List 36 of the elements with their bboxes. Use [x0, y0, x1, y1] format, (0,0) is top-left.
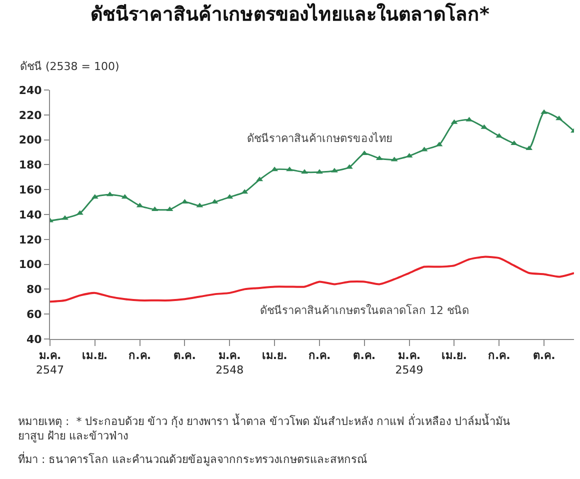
point: [556, 116, 562, 120]
point: [301, 169, 308, 174]
x-tick-label: ต.ค.: [353, 349, 376, 362]
series-label: ดัชนีราคาสินค้าเกษตรของไทย: [247, 132, 392, 145]
y-tick-label: 140: [18, 208, 42, 222]
y-tick-label: 80: [26, 283, 42, 296]
x-tick-label: เม.ย.: [262, 349, 288, 362]
y-tick-label: 220: [18, 108, 42, 122]
x-tick-label: ม.ค. 2547: [36, 349, 64, 376]
point: [286, 166, 293, 172]
x-tick-label: ก.ค.: [308, 349, 331, 362]
x-tick-label: เม.ย.: [442, 349, 467, 362]
y-axis-title: ดัชนี (2538 = 100): [20, 60, 120, 73]
y-tick-label: 40: [26, 332, 42, 346]
y-tick-label: 60: [26, 308, 42, 321]
point: [316, 169, 323, 174]
point: [331, 168, 338, 172]
x-tick-label: ต.ค.: [532, 349, 556, 362]
x-tick-label: เม.ย.: [82, 349, 108, 362]
x-tick-label: ม.ค. 2548: [216, 349, 244, 376]
y-tick-label: 200: [18, 134, 42, 147]
y-tick-label: 100: [18, 258, 42, 272]
y-tick-label: 240: [18, 84, 42, 97]
y-tick-label: 180: [18, 158, 42, 172]
text: ที่มา : ธนาคารโลก และคำนวณด้วยข้อมูลจากกระทรวงเกษตรและสหกรณ์: [18, 451, 368, 466]
x-tick-label: ต.ค.: [174, 349, 196, 362]
x-tick-label: ก.ค.: [488, 349, 510, 362]
y-tick-label: 160: [18, 183, 42, 196]
y-tick-label: 120: [18, 233, 42, 246]
x-tick-label: ก.ค.: [128, 349, 152, 362]
line-series: [50, 256, 574, 303]
chart-title: ดัชนีราคาสินค้าเกษตรของไทยและในตลาดโลก*: [90, 2, 490, 26]
x-tick-label: ม.ค. 2549: [395, 349, 424, 376]
series-label: ดัชนีราคาสินค้าเกษตรในตลาดโลก 12 ชนิด: [260, 303, 469, 317]
text: หมายเหตุ : * ประกอบด้วย ข้าว กุ้ง ยางพารา น้ำตาล ข้าวโพด มันสำปะหลัง กาแฟ ถั่วเหลือง ปาล์มน้ำมัน ยาสูบ ฝ้าย และข้าวฟ่าง: [18, 413, 511, 442]
point: [62, 215, 68, 220]
